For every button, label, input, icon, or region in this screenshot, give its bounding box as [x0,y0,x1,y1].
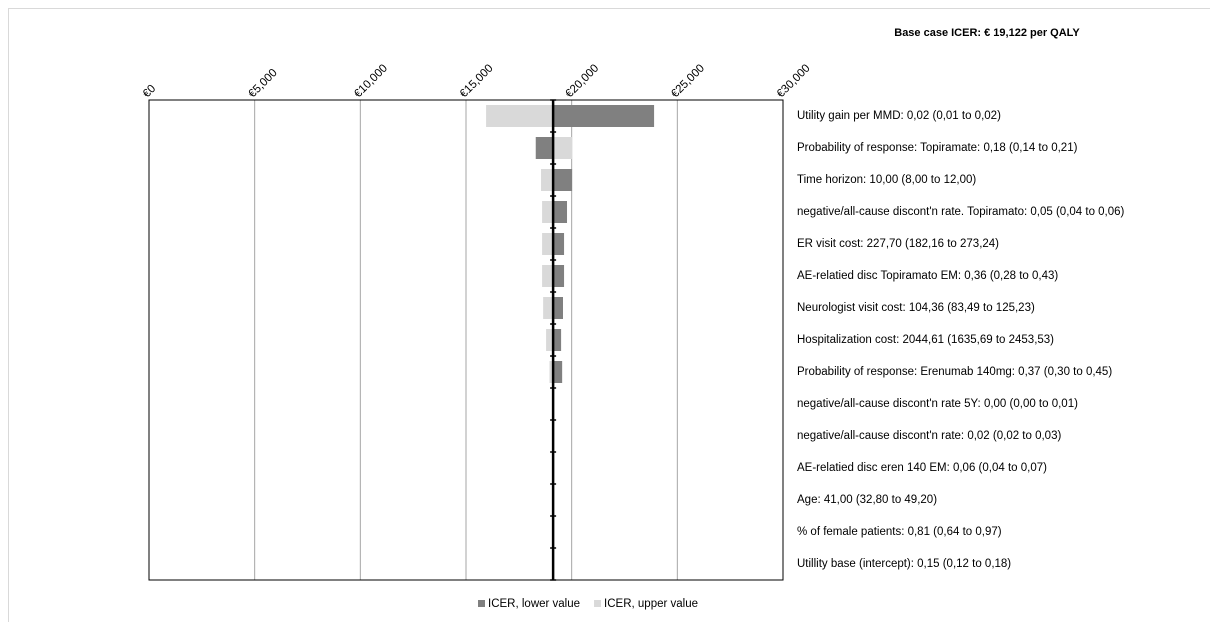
bar [541,169,554,191]
bar [543,297,554,319]
plot-frame [148,99,784,581]
category-label: AE-relatied disc eren 140 EM: 0,06 (0,04… [797,462,1047,474]
category-label: Utility gain per MMD: 0,02 (0,01 to 0,02… [797,110,1001,122]
category-label: ER visit cost: 227,70 (182,16 to 273,24) [797,238,999,250]
category-label: Hospitalization cost: 2044,61 (1635,69 t… [797,334,1054,346]
category-label: Probability of response: Topiramate: 0,1… [797,142,1078,154]
category-label: Neurologist visit cost: 104,36 (83,49 to… [797,302,1035,314]
bar [553,137,573,159]
bar [553,329,562,351]
chart-frame [8,8,1210,622]
chart-title: Base case ICER: € 19,122 per QALY [894,27,1080,39]
bar [553,233,565,255]
x-tick-label: €10,000 [352,62,390,100]
bar [486,105,554,127]
x-tick-label: €5,000 [246,67,279,100]
bar [553,265,565,287]
x-tick-label: €0 [141,83,159,101]
bar [553,105,655,127]
bar [553,361,563,383]
bar [546,329,554,351]
category-label: % of female patients: 0,81 (0,64 to 0,97… [797,526,1002,538]
bar [542,233,554,255]
category-label: Probability of response: Erenumab 140mg:… [797,366,1112,378]
legend-label: ICER, upper value [604,598,698,610]
legend-swatch [594,600,602,607]
bar [553,201,568,223]
category-label: Age: 41,00 (32,80 to 49,20) [797,494,937,506]
bar [542,201,554,223]
category-label: negative/all-cause discont'n rate. Topir… [797,206,1125,218]
x-tick-label: €25,000 [669,62,707,100]
legend-label: ICER, lower value [488,598,580,610]
category-label: negative/all-cause discont'n rate 5Y: 0,… [797,398,1078,410]
category-label: AE-relatied disc Topiramato EM: 0,36 (0,… [797,270,1058,282]
category-label: Utillity base (intercept): 0,15 (0,12 to… [797,558,1011,570]
category-label: Time horizon: 10,00 (8,00 to 12,00) [797,174,976,186]
bar [553,297,564,319]
bar [553,169,573,191]
bar [542,265,554,287]
x-tick-label: €20,000 [563,62,601,100]
legend-swatch [478,600,485,607]
x-tick-label: €15,000 [458,62,496,100]
category-label: negative/all-cause discont'n rate: 0,02 … [797,430,1061,442]
x-tick-label: €30,000 [775,62,813,100]
bar [549,361,554,383]
bar [535,137,554,159]
